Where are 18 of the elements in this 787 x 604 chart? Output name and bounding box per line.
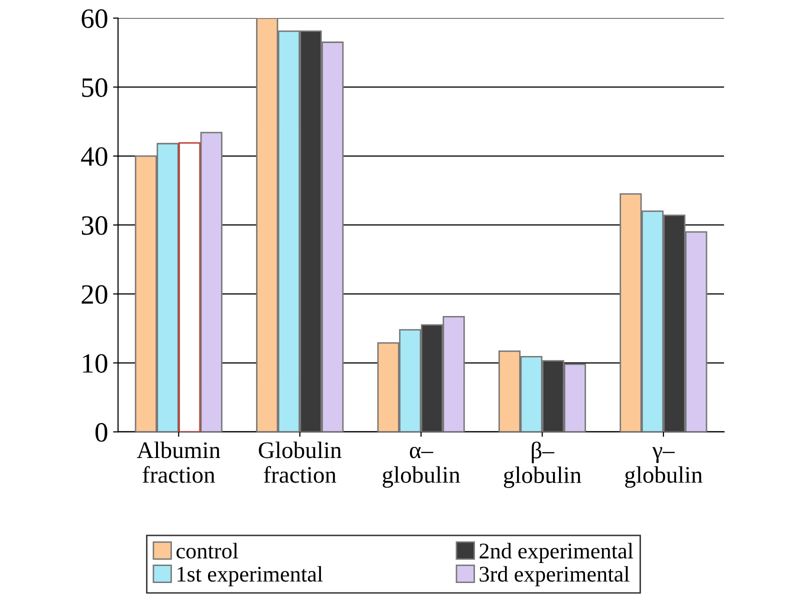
x-tick-label: γ– globulin [625, 447, 702, 488]
legend-label: 3rd experimental [480, 566, 630, 586]
x-tick-label: β– globulin [504, 442, 582, 488]
bar [178, 142, 201, 432]
y-tick-label: 10 [82, 354, 108, 373]
y-tick-label: 20 [82, 285, 108, 304]
legend-label: 1st experimental [178, 566, 323, 586]
legend-label: control [176, 542, 238, 559]
y-tick-label: 30 [82, 216, 108, 235]
x-tick-label: Albumin fraction [136, 442, 220, 483]
y-tick-label: 40 [81, 147, 108, 166]
y-tick-label: 60 [82, 9, 108, 28]
y-tick-label: 50 [82, 78, 108, 97]
x-tick-label: α– globulin [382, 446, 460, 488]
x-tick-label: Globulin fraction [258, 442, 342, 483]
y-tick-label: 0 [96, 423, 108, 442]
legend-label: 2nd experimental [480, 542, 634, 564]
bar [200, 132, 222, 432]
